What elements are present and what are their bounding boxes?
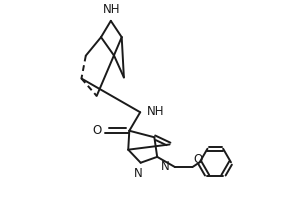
Text: N: N [161, 160, 170, 173]
Text: NH: NH [147, 105, 165, 118]
Text: O: O [193, 153, 203, 166]
Text: NH: NH [103, 3, 121, 16]
Text: O: O [93, 124, 102, 137]
Text: N: N [134, 167, 143, 180]
